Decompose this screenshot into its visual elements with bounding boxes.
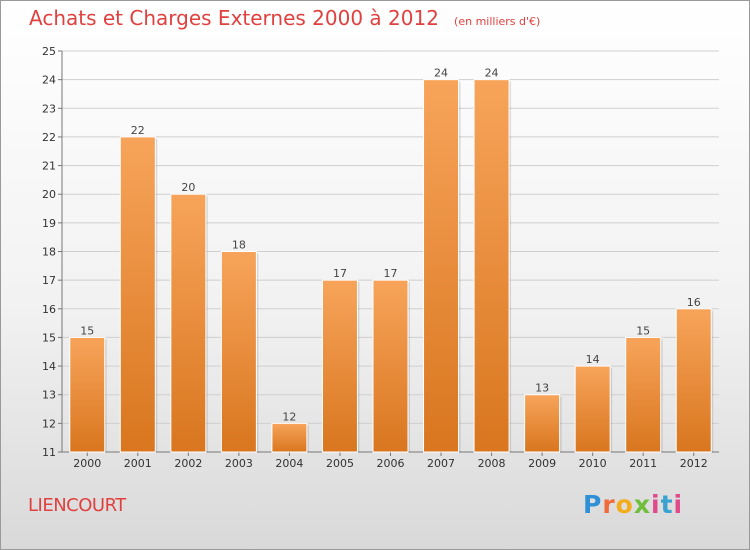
x-tick-label: 2011: [629, 457, 657, 470]
x-tick-label: 2008: [478, 457, 506, 470]
x-tick-label: 2005: [326, 457, 354, 470]
x-tick-label: 2000: [73, 457, 101, 470]
location-label: LIENCOURT: [28, 495, 126, 516]
bar-2004: [271, 422, 308, 453]
bar-2009: [524, 394, 561, 453]
bar-2011: [625, 336, 662, 453]
y-tick-label: 13: [42, 389, 56, 402]
x-tick-label: 2009: [528, 457, 556, 470]
bar-2003: [220, 251, 257, 453]
y-tick-label: 21: [42, 160, 56, 173]
y-tick-label: 23: [42, 102, 56, 115]
bar-2008: [473, 79, 510, 453]
y-tick-label: 18: [42, 246, 56, 259]
chart-title-text: Achats et Charges Externes 2000 à 2012: [29, 6, 439, 30]
data-label: 22: [131, 124, 145, 137]
bar-2001: [119, 136, 156, 453]
brand-logo: Proxiti: [583, 490, 684, 519]
labels: 11 12 13 14 15 16 17 18 19 20 21 22 23 24 25 15 2000 22 20…: [42, 45, 708, 470]
x-tick-label: 2001: [124, 457, 152, 470]
x-tick-label: 2002: [174, 457, 202, 470]
y-tick-label: 11: [42, 446, 56, 459]
chart-unit: (en milliers d'€): [454, 15, 541, 28]
data-label: 12: [282, 410, 296, 423]
data-label: 24: [485, 67, 499, 80]
y-tick-label: 22: [42, 131, 56, 144]
x-tick-label: 2003: [225, 457, 253, 470]
y-tick-label: 25: [42, 45, 56, 58]
data-label: 16: [687, 296, 701, 309]
bar-2012: [675, 308, 712, 453]
bars: [69, 79, 714, 453]
data-label: 20: [181, 181, 195, 194]
y-tick-label: 15: [42, 331, 56, 344]
data-label: 13: [535, 382, 549, 395]
data-label: 24: [434, 67, 448, 80]
data-label: 18: [232, 239, 246, 252]
y-tick-label: 17: [42, 274, 56, 287]
data-label: 15: [80, 324, 94, 337]
y-tick-label: 24: [42, 74, 56, 87]
bar-2006: [372, 279, 409, 453]
data-label: 17: [384, 267, 398, 280]
y-tick-label: 19: [42, 217, 56, 230]
x-tick-label: 2012: [680, 457, 708, 470]
y-tick-label: 12: [42, 417, 56, 430]
y-tick-label: 16: [42, 303, 56, 316]
y-tick-label: 20: [42, 188, 56, 201]
x-tick-label: 2004: [275, 457, 303, 470]
bar-2007: [423, 79, 460, 453]
data-label: 14: [586, 353, 600, 366]
x-tick-label: 2007: [427, 457, 455, 470]
y-tick-label: 14: [42, 360, 56, 373]
data-label: 17: [333, 267, 347, 280]
bar-2002: [170, 193, 207, 453]
data-label: 15: [636, 324, 650, 337]
bar-2010: [574, 365, 611, 453]
chart-title: Achats et Charges Externes 2000 à 2012 (…: [29, 6, 540, 30]
x-tick-label: 2006: [377, 457, 405, 470]
bar-2000: [69, 336, 106, 453]
bar-2005: [321, 279, 358, 453]
x-tick-label: 2010: [579, 457, 607, 470]
